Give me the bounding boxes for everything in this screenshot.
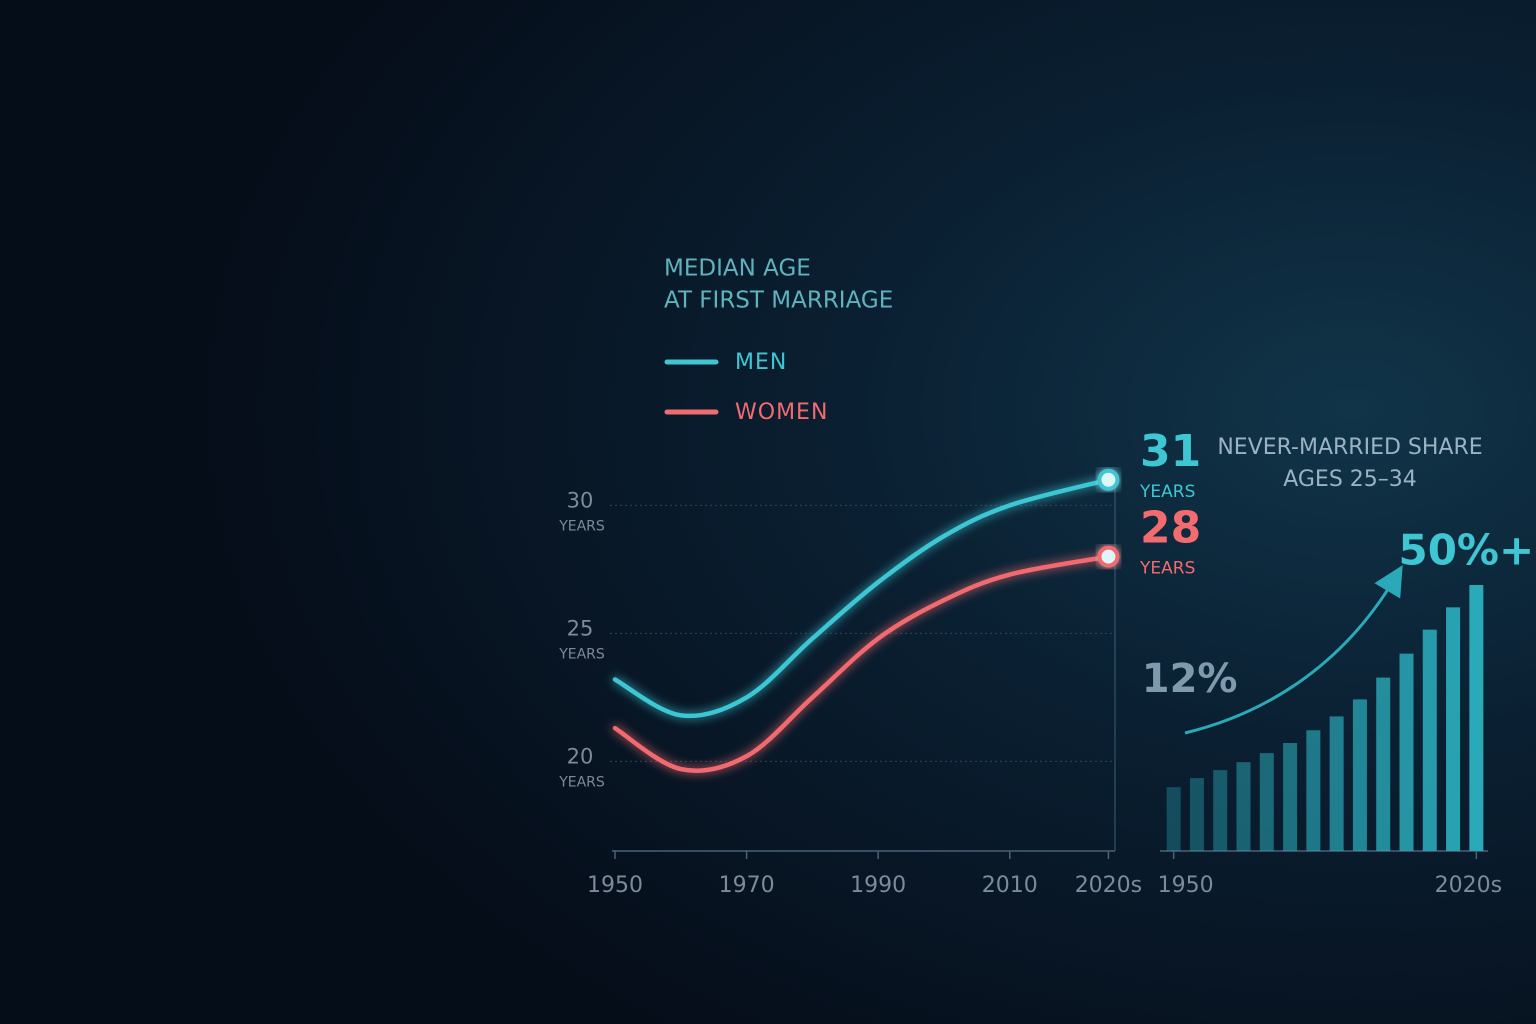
value-label: 12% bbox=[1142, 656, 1238, 702]
bar bbox=[1469, 585, 1484, 851]
x-tick-label: 2020s bbox=[1075, 873, 1142, 898]
bar bbox=[1306, 730, 1321, 851]
end-value-label: 31 bbox=[1140, 426, 1201, 477]
x-tick-label: 1950 bbox=[587, 873, 643, 898]
bar bbox=[1376, 677, 1391, 851]
bar bbox=[1213, 770, 1228, 851]
legend-label: WOMEN bbox=[735, 400, 828, 425]
bar bbox=[1446, 607, 1461, 851]
value-label: 50%+ bbox=[1398, 526, 1534, 575]
chart-title: NEVER-MARRIED SHARE bbox=[1217, 435, 1482, 460]
y-tick-unit: YEARS bbox=[558, 774, 605, 790]
bar bbox=[1399, 653, 1414, 851]
trend-arrow bbox=[1184, 565, 1403, 735]
end-value-label: 28 bbox=[1140, 503, 1201, 554]
y-tick-unit: YEARS bbox=[558, 646, 605, 662]
bar bbox=[1236, 762, 1251, 851]
y-tick-label: 20 bbox=[567, 744, 594, 768]
x-tick-label: 1950 bbox=[1158, 873, 1214, 898]
bar bbox=[1352, 699, 1367, 851]
end-point bbox=[1097, 468, 1120, 491]
y-tick-label: 25 bbox=[567, 616, 594, 640]
bar bbox=[1259, 753, 1274, 851]
legend-label: MEN bbox=[735, 350, 787, 375]
bar bbox=[1329, 716, 1344, 851]
bar bbox=[1189, 778, 1204, 851]
series-line bbox=[612, 477, 1111, 719]
x-tick-label: 1970 bbox=[719, 873, 775, 898]
x-tick-label: 1990 bbox=[850, 873, 906, 898]
end-unit-label: YEARS bbox=[1139, 559, 1195, 579]
bar bbox=[1422, 629, 1437, 851]
end-unit-label: YEARS bbox=[1139, 482, 1195, 502]
chart-title: AT FIRST MARRIAGE bbox=[664, 288, 893, 314]
y-tick-unit: YEARS bbox=[558, 518, 605, 534]
end-point bbox=[1097, 545, 1120, 568]
bar bbox=[1283, 743, 1298, 851]
bar bbox=[1166, 787, 1181, 851]
series-line bbox=[612, 554, 1111, 773]
x-tick-label: 2010 bbox=[982, 873, 1038, 898]
y-tick-label: 30 bbox=[567, 488, 594, 512]
chart-title: MEDIAN AGE bbox=[664, 256, 811, 282]
chart-title: AGES 25–34 bbox=[1283, 467, 1417, 492]
x-tick-label: 2020s bbox=[1435, 873, 1502, 898]
